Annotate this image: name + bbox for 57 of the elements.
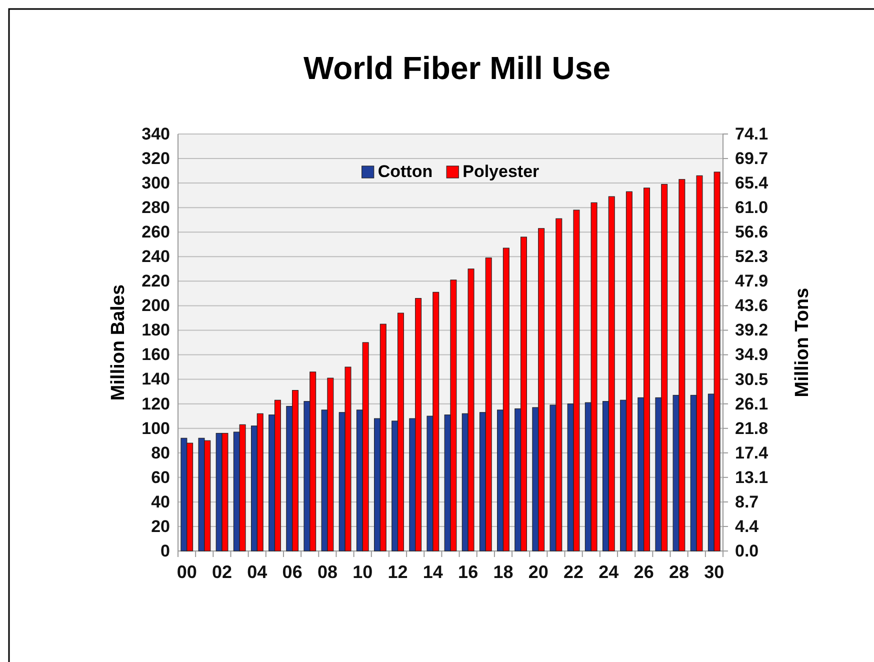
legend-label: Polyester: [462, 162, 540, 181]
y2-tick-label: 21.8: [735, 418, 768, 438]
y-tick-label: 320: [142, 148, 170, 168]
x-tick-label: 06: [282, 562, 302, 582]
x-tick-label: 20: [528, 562, 548, 582]
y2-tick-label: 69.7: [735, 148, 768, 168]
x-tick-label: 22: [564, 562, 584, 582]
y2-tick-label: 13.1: [735, 468, 768, 487]
y2-tick-label: 8.7: [735, 492, 759, 512]
y-tick-label: 120: [142, 394, 170, 414]
x-tick-label: 14: [422, 562, 443, 582]
chart-title: World Fiber Mill Use: [304, 50, 610, 86]
y2-tick-label: 47.9: [735, 272, 768, 291]
x-tick-label: 26: [634, 562, 654, 582]
y2-tick-label: 30.5: [735, 370, 768, 389]
y2-tick-label: 52.3: [735, 247, 768, 266]
y2-tick-label: 26.1: [735, 394, 768, 414]
y-tick-label: 300: [142, 174, 170, 192]
y2-tick-label: 0.0: [735, 541, 759, 560]
y-tick-label: 60: [151, 468, 170, 487]
y-tick-label: 200: [142, 296, 170, 316]
y2-tick-label: 74.1: [735, 124, 768, 144]
y-tick-label: 160: [142, 345, 170, 364]
x-tick-label: 00: [176, 562, 197, 582]
y-tick-label: 280: [142, 198, 170, 218]
y2-axis-title: Million Tons: [792, 288, 813, 398]
y-tick-label: 100: [142, 418, 170, 438]
x-tick-label: 12: [388, 562, 408, 582]
x-tick-label: 04: [247, 562, 268, 582]
y2-tick-label: 61.0: [735, 198, 768, 218]
x-tick-label: 18: [493, 562, 514, 582]
x-tick-label: 02: [212, 562, 232, 582]
y2-tick-label: 65.4: [735, 174, 769, 193]
x-tick-label: 30: [704, 562, 724, 582]
y2-tick-label: 4.4: [735, 516, 760, 536]
x-tick-label: 16: [458, 562, 478, 582]
x-tick-label: 10: [352, 562, 373, 582]
y-tick-label: 140: [142, 370, 170, 389]
y2-tick-label: 34.9: [735, 345, 768, 364]
y2-tick-label: 17.4: [735, 443, 769, 462]
y-tick-label: 180: [142, 320, 170, 340]
y-tick-label: 80: [151, 443, 170, 462]
y-tick-label: 0: [160, 541, 170, 560]
y-tick-label: 260: [142, 222, 170, 242]
y2-tick-label: 39.2: [735, 320, 768, 340]
y2-tick-label: 43.6: [735, 296, 768, 316]
y-tick-label: 240: [142, 247, 170, 266]
y-axis-title: Million Bales: [108, 284, 129, 401]
y2-tick-label: 56.6: [735, 222, 768, 242]
y-tick-label: 340: [142, 124, 170, 144]
y-tick-label: 20: [151, 516, 170, 536]
legend-label: Cotton: [378, 162, 433, 181]
y-tick-label: 40: [151, 492, 170, 512]
y-tick-label: 220: [142, 272, 170, 291]
x-tick-label: 28: [668, 562, 689, 582]
x-tick-label: 24: [598, 562, 619, 582]
x-tick-label: 08: [317, 562, 338, 582]
